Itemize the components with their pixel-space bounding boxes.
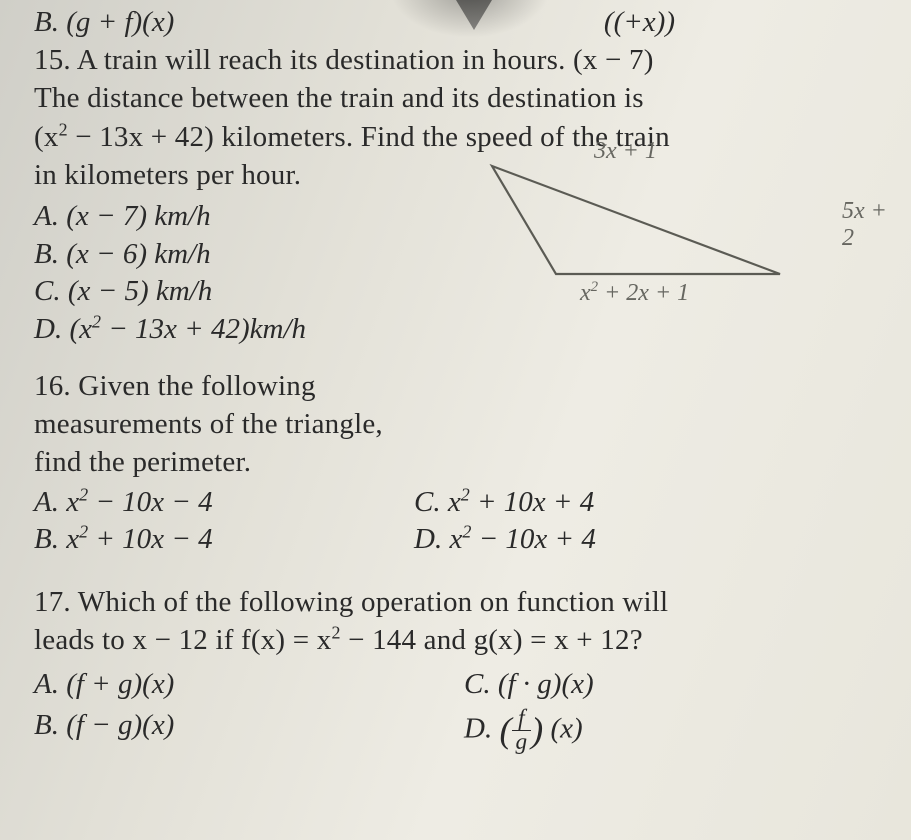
triangle-label-top: 3x + 1 (594, 138, 657, 165)
q16-opt-b: B. x2 + 10x − 4 (34, 521, 394, 559)
q17-opt-a: A. (f + g)(x) (34, 664, 454, 705)
q15-d-pre: D. (x (34, 313, 92, 345)
q15-line-2: The distance between the train and its d… (34, 79, 885, 117)
q16-b-exp: 2 (79, 522, 88, 542)
q16-b-pre: B. x (34, 523, 79, 555)
tri-bot-post: + 2x + 1 (598, 280, 689, 306)
top-left-fragment: B. (g + f)(x) (34, 6, 174, 39)
q16-opt-d: D. x2 − 10x + 4 (414, 521, 885, 559)
triangle-label-right: 5x + 2 (842, 198, 900, 252)
q17-d-lparen: ( (499, 710, 511, 750)
top-right-fragment: ((+x)) (604, 6, 675, 39)
q16-b-post: + 10x − 4 (88, 523, 213, 555)
q17-d-close: (x) (550, 712, 582, 744)
q16-a-pre: A. x (34, 486, 79, 518)
top-row: B. (g + f)(x) ((+x)) (34, 6, 885, 39)
triangle-shape (492, 166, 780, 274)
question-16: 16. Given the following measurements of … (34, 367, 885, 559)
q15-d-post: − 13x + 42)km/h (101, 313, 306, 345)
q17-line-2: leads to x − 12 if f(x) = x2 − 144 and g… (34, 621, 885, 659)
q15-line3-pre: (x (34, 121, 59, 153)
tri-bot-exp: 2 (591, 279, 598, 295)
q17-opt-c: C. (f · g)(x) (464, 664, 885, 705)
q17-l2-pre: leads to x − 12 if f(x) = x (34, 624, 331, 656)
q16-c-exp: 2 (461, 484, 470, 504)
q17-l2-exp: 2 (331, 623, 340, 643)
q16-a-exp: 2 (79, 484, 88, 504)
q17-d-open: D. (464, 712, 499, 744)
q16-c-pre: C. x (414, 486, 461, 518)
q17-l2-post: − 144 and g(x) = x + 12? (341, 624, 643, 656)
q16-options: A. x2 − 10x − 4 C. x2 + 10x + 4 B. x2 + … (34, 484, 885, 559)
q16-a-post: − 10x − 4 (88, 486, 213, 518)
q16-line-3: find the perimeter. (34, 443, 885, 481)
q16-opt-a: A. x2 − 10x − 4 (34, 484, 394, 522)
q16-line-2: measurements of the triangle, (34, 405, 885, 443)
q17-d-num: f (512, 707, 532, 730)
q16-opt-c: C. x2 + 10x + 4 (414, 484, 885, 522)
q15-line-1: 15. A train will reach its destination i… (34, 41, 885, 79)
q17-d-rparen: ) (531, 710, 543, 750)
triangle-figure: 3x + 1 x2 + 2x + 1 5x + 2 (480, 140, 900, 380)
q17-d-fraction: fg (512, 707, 532, 754)
q17-line-1: 17. Which of the following operation on … (34, 583, 885, 621)
q15-line3-exp: 2 (59, 119, 68, 139)
triangle-svg (480, 140, 900, 360)
triangle-label-bottom: x2 + 2x + 1 (580, 280, 689, 307)
q16-d-pre: D. x (414, 523, 462, 555)
q17-opt-d: D. (fg) (x) (464, 705, 885, 756)
q16-c-post: + 10x + 4 (470, 486, 595, 518)
tri-bot-pre: x (580, 280, 591, 306)
q17-opt-b: B. (f − g)(x) (34, 705, 454, 756)
q16-d-post: − 10x + 4 (471, 523, 596, 555)
q16-d-exp: 2 (462, 522, 471, 542)
question-17: 17. Which of the following operation on … (34, 583, 885, 756)
q15-d-exp: 2 (92, 311, 101, 331)
q17-options: A. (f + g)(x) C. (f · g)(x) B. (f − g)(x… (34, 664, 885, 757)
q17-d-den: g (512, 730, 532, 754)
page: B. (g + f)(x) ((+x)) 15. A train will re… (0, 0, 911, 840)
